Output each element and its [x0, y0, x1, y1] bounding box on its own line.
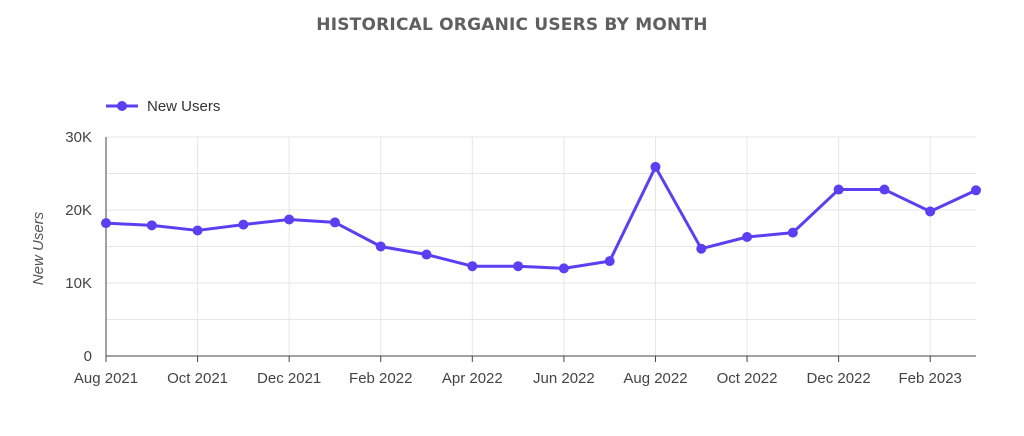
y-tick-label: 10K: [65, 275, 92, 292]
data-point[interactable]: [284, 214, 295, 225]
legend: New Users: [106, 98, 220, 115]
x-tick-label: Dec 2021: [257, 370, 321, 387]
data-point[interactable]: [101, 218, 111, 229]
y-tick-label: 0: [84, 348, 92, 365]
chart-title: HISTORICAL ORGANIC USERS BY MONTH: [316, 15, 708, 35]
x-tick-label: Aug 2021: [74, 370, 138, 387]
data-point[interactable]: [146, 220, 157, 231]
x-tick-label: Feb 2022: [349, 370, 412, 387]
x-tick-label: Oct 2022: [717, 370, 778, 387]
data-point[interactable]: [421, 249, 432, 260]
y-axis-title: New Users: [30, 211, 47, 285]
data-point[interactable]: [971, 185, 981, 196]
data-point[interactable]: [467, 261, 478, 272]
x-tick-label: Jun 2022: [533, 370, 595, 387]
legend-label: New Users: [147, 98, 220, 115]
grid-lines: [106, 136, 976, 356]
y-tick-label: 30K: [65, 129, 92, 146]
data-point[interactable]: [925, 206, 936, 217]
x-tick-label: Aug 2022: [623, 370, 687, 387]
data-point[interactable]: [696, 243, 707, 254]
data-point[interactable]: [558, 263, 569, 274]
x-tick-label: Dec 2022: [807, 370, 871, 387]
data-point[interactable]: [513, 261, 524, 272]
data-point[interactable]: [375, 241, 386, 252]
x-tick-label: Oct 2021: [167, 370, 228, 387]
x-tick-label: Apr 2022: [442, 370, 503, 387]
data-point[interactable]: [787, 227, 798, 238]
x-tick-label: Feb 2023: [899, 370, 962, 387]
series-line-new-users: [105, 165, 977, 270]
series-group: [101, 161, 981, 274]
data-point[interactable]: [833, 184, 844, 195]
axes: 0 10K 20K 30K Aug 2021 Oct 2021 Dec 2021 Feb 20…: [65, 129, 976, 387]
data-point[interactable]: [604, 256, 615, 267]
data-point[interactable]: [650, 161, 661, 172]
data-point[interactable]: [742, 232, 753, 243]
legend-marker: [117, 101, 127, 111]
y-tick-label: 20K: [65, 202, 92, 219]
data-point[interactable]: [329, 217, 340, 228]
data-point[interactable]: [238, 219, 249, 230]
data-point[interactable]: [879, 184, 890, 195]
data-point[interactable]: [192, 225, 203, 236]
